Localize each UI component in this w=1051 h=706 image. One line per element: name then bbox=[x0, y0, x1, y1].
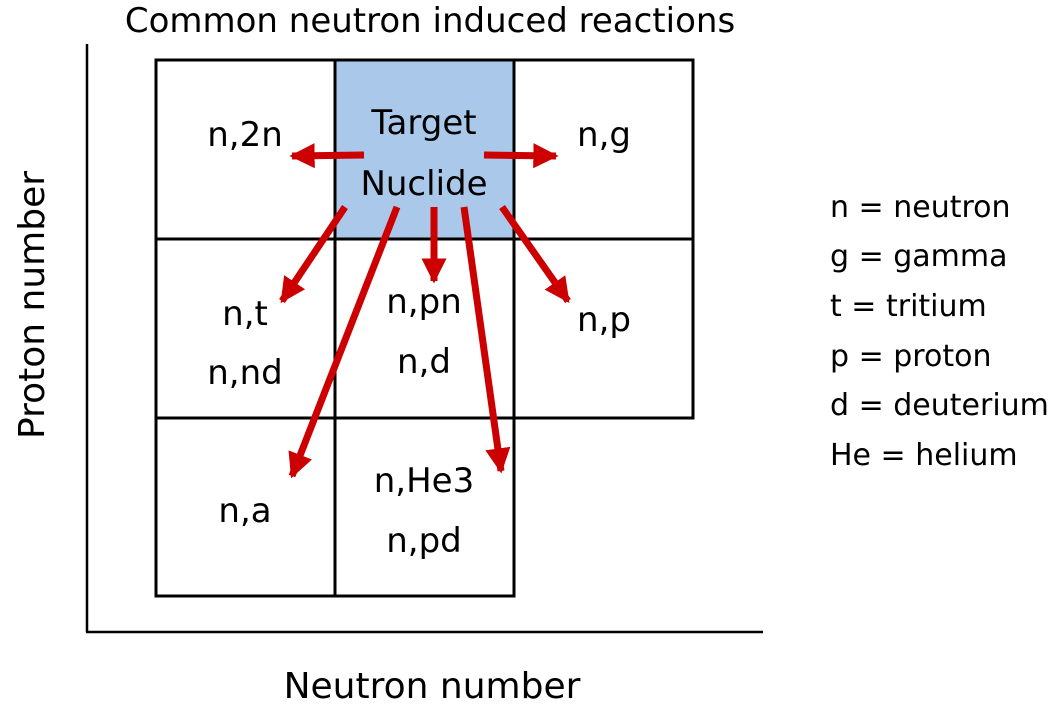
n-a-label: n,a bbox=[218, 491, 271, 531]
arrow-to-n-he3 bbox=[460, 206, 511, 474]
target-label-line1: Target bbox=[370, 103, 476, 143]
n-g-label: n,g bbox=[577, 115, 631, 155]
legend-item: d = deuterium bbox=[830, 388, 1049, 423]
legend: n = neutron g = gamma t = tritium p = pr… bbox=[830, 190, 1049, 473]
arrow-to-n-p bbox=[499, 204, 571, 304]
arrow-to-n-g bbox=[483, 143, 559, 169]
target-label-line2: Nuclide bbox=[360, 164, 487, 204]
n-he3-label: n,He3 bbox=[374, 461, 474, 501]
reaction-arrows bbox=[279, 143, 571, 479]
legend-item: p = proton bbox=[830, 339, 991, 374]
arrow-to-n-a bbox=[288, 205, 401, 479]
legend-item: t = tritium bbox=[830, 289, 987, 324]
n-t-label: n,t bbox=[222, 294, 268, 334]
n-d-label: n,d bbox=[397, 342, 451, 382]
cell-n-he3 bbox=[333, 416, 516, 598]
x-axis-label: Neutron number bbox=[284, 666, 581, 706]
cell-n-t bbox=[154, 237, 337, 420]
legend-item: n = neutron bbox=[830, 190, 1011, 225]
n-2n-label: n,2n bbox=[207, 115, 283, 155]
n-p-label: n,p bbox=[577, 300, 631, 340]
y-axis-label: Proton number bbox=[12, 171, 53, 439]
arrow-to-n-2n bbox=[289, 143, 365, 169]
cell-target-nuclide bbox=[333, 58, 516, 241]
arrow-to-n-t bbox=[279, 205, 348, 304]
diagram-title: Common neutron induced reactions bbox=[125, 1, 735, 41]
n-pd-label: n,pd bbox=[386, 521, 462, 561]
legend-item: He = helium bbox=[830, 438, 1018, 473]
n-nd-label: n,nd bbox=[207, 353, 283, 393]
legend-item: g = gamma bbox=[830, 239, 1008, 274]
n-pn-label: n,pn bbox=[386, 282, 462, 322]
